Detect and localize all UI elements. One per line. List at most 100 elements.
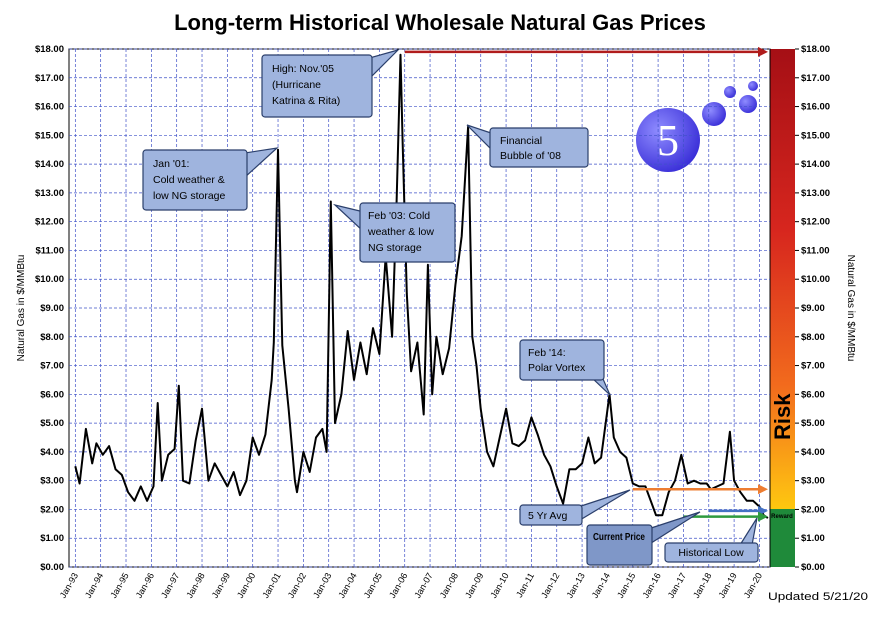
x-tick-label: Jan-15 xyxy=(615,571,637,600)
y-tick-label: $13.00 xyxy=(35,188,64,199)
x-tick-label: Jan-02 xyxy=(286,571,308,600)
y2-tick-label: $10.00 xyxy=(801,274,830,285)
callout: Feb '14: Polar Vortex xyxy=(519,339,611,396)
x-tick-label: Jan-20 xyxy=(742,571,764,600)
y-tick-label: $12.00 xyxy=(35,217,64,228)
x-tick-label: Jan-01 xyxy=(260,571,282,600)
y-tick-label: $11.00 xyxy=(35,245,64,256)
y-tick-label: $10.00 xyxy=(35,274,64,285)
callout-text: 5 Yr Avg xyxy=(528,510,567,522)
callout: Current Price xyxy=(586,511,701,566)
y-tick-label: $17.00 xyxy=(35,73,64,84)
callout-text: Feb '03: Cold xyxy=(368,210,430,222)
price-line xyxy=(74,53,769,519)
callout: Historical Low xyxy=(664,517,759,563)
reward-bar xyxy=(770,509,795,567)
updated-note: Updated 5/21/20 xyxy=(768,591,868,603)
callout: Feb '03: Cold weather & low NG storage xyxy=(332,202,456,263)
arrow-head xyxy=(758,46,768,57)
y2-tick-label: $12.00 xyxy=(801,217,830,228)
y2-tick-label: $3.00 xyxy=(801,476,825,487)
y2-axis-title: Natural Gas in $/MMBtu xyxy=(845,255,856,362)
x-tick-label: Jan-14 xyxy=(590,571,612,600)
callout-text: Polar Vortex xyxy=(528,362,586,374)
y2-tick-label: $18.00 xyxy=(801,44,830,55)
y-tick-label: $8.00 xyxy=(40,332,64,343)
reward-label: Reward xyxy=(771,514,793,520)
y-tick-label: $16.00 xyxy=(35,102,64,113)
risk-bar xyxy=(770,49,795,567)
callout: Jan '01: Cold weather & low NG storage xyxy=(142,147,279,211)
x-tick-label: Jan-11 xyxy=(514,571,536,599)
y2-tick-label: $5.00 xyxy=(801,418,825,429)
x-tick-label: Jan-13 xyxy=(564,571,586,600)
x-tick-label: Jan-19 xyxy=(716,571,738,600)
callout: High: Nov.'05 (Hurricane Katrina & Rita) xyxy=(261,48,401,118)
callout-text: Katrina & Rita) xyxy=(272,95,340,107)
y-tick-label: $5.00 xyxy=(40,418,64,429)
y2-tick-label: $9.00 xyxy=(801,303,825,314)
y2-tick-label: $15.00 xyxy=(801,130,830,141)
x-tick-label: Jan-98 xyxy=(184,571,206,600)
x-tick-label: Jan-08 xyxy=(438,571,460,600)
y2-tick-label: $7.00 xyxy=(801,361,825,372)
x-tick-label: Jan-93 xyxy=(58,571,80,600)
callout-text: Historical Low xyxy=(678,547,744,559)
y2-tick-label: $14.00 xyxy=(801,159,830,170)
y-tick-label: $6.00 xyxy=(40,389,64,400)
callout-text: Jan '01: xyxy=(153,158,189,170)
x-tick-label: Jan-99 xyxy=(210,571,232,600)
y-tick-label: $9.00 xyxy=(40,303,64,314)
y-tick-label: $18.00 xyxy=(35,44,64,55)
callout-text: NG storage xyxy=(368,242,422,254)
arrow-head xyxy=(758,511,768,522)
callout-text: (Hurricane xyxy=(272,79,321,91)
callout-text: low NG storage xyxy=(153,190,226,202)
y2-tick-label: $16.00 xyxy=(801,102,830,113)
y-tick-label: $0.00 xyxy=(40,562,64,573)
y2-tick-label: $1.00 xyxy=(801,533,825,544)
y2-tick-label: $13.00 xyxy=(801,188,830,199)
y-tick-label: $2.00 xyxy=(40,504,64,515)
x-tick-label: Jan-00 xyxy=(235,571,257,600)
x-tick-label: Jan-94 xyxy=(83,571,105,600)
callout-text: High: Nov.'05 xyxy=(272,63,334,75)
x-tick-label: Jan-95 xyxy=(108,571,130,600)
callout: Financial Bubble of '08 xyxy=(466,124,589,168)
y2-tick-label: $6.00 xyxy=(801,389,825,400)
y-tick-label: $15.00 xyxy=(35,130,64,141)
callout-text: weather & low xyxy=(367,226,434,238)
arrow-head xyxy=(758,484,768,495)
x-tick-label: Jan-17 xyxy=(666,571,688,600)
x-tick-label: Jan-09 xyxy=(463,571,485,600)
y-tick-label: $7.00 xyxy=(40,361,64,372)
risk-label: Risk xyxy=(770,393,795,440)
y-tick-label: $4.00 xyxy=(40,447,64,458)
x-tick-label: Jan-06 xyxy=(387,571,409,600)
callout-text: Feb '14: xyxy=(528,347,566,359)
y-tick-label: $3.00 xyxy=(40,476,64,487)
x-tick-label: Jan-04 xyxy=(336,571,358,600)
logo: 5 xyxy=(636,81,758,172)
x-tick-label: Jan-97 xyxy=(159,571,181,600)
y-tick-label: $14.00 xyxy=(35,159,64,170)
x-tick-label: Jan-18 xyxy=(691,571,713,600)
x-tick-label: Jan-12 xyxy=(539,571,561,600)
y2-tick-label: $11.00 xyxy=(801,245,830,256)
callout-text: Financial xyxy=(500,135,542,147)
callout-text: Cold weather & xyxy=(153,174,225,186)
y2-tick-label: $2.00 xyxy=(801,504,825,515)
y2-tick-label: $4.00 xyxy=(801,447,825,458)
y2-tick-label: $8.00 xyxy=(801,332,825,343)
x-tick-label: Jan-03 xyxy=(311,571,333,600)
x-tick-label: Jan-10 xyxy=(488,571,510,600)
x-tick-label: Jan-96 xyxy=(134,571,156,600)
callout-text: Current Price xyxy=(593,531,645,543)
x-tick-label: Jan-16 xyxy=(640,571,662,600)
x-tick-label: Jan-07 xyxy=(412,571,434,600)
y-axis-title: Natural Gas in $/MMBtu xyxy=(16,255,27,362)
x-tick-label: Jan-05 xyxy=(362,571,384,600)
callouts: High: Nov.'05 (Hurricane Katrina & Rita) J… xyxy=(142,48,759,566)
y-tick-label: $1.00 xyxy=(40,533,64,544)
